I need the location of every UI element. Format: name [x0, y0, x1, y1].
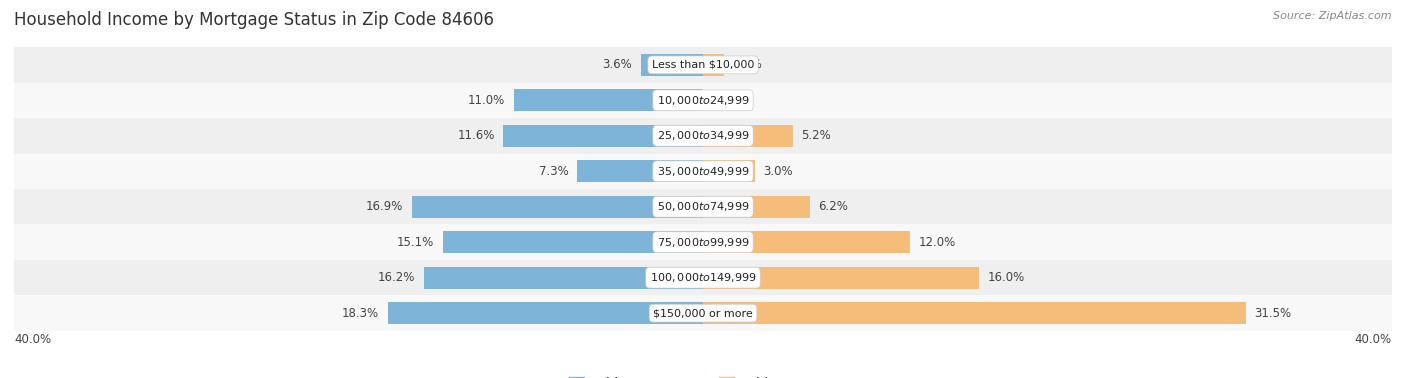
Text: $25,000 to $34,999: $25,000 to $34,999: [657, 129, 749, 142]
Text: $50,000 to $74,999: $50,000 to $74,999: [657, 200, 749, 213]
Text: Less than $10,000: Less than $10,000: [652, 60, 754, 70]
Text: 40.0%: 40.0%: [14, 333, 51, 345]
Text: 1.2%: 1.2%: [733, 58, 762, 71]
Text: 15.1%: 15.1%: [396, 236, 434, 249]
Text: 16.2%: 16.2%: [378, 271, 415, 284]
Bar: [703, 302, 1246, 324]
Bar: [703, 231, 910, 253]
Bar: [425, 266, 703, 289]
Text: 11.6%: 11.6%: [457, 129, 495, 142]
Bar: [578, 160, 703, 182]
Text: $75,000 to $99,999: $75,000 to $99,999: [657, 236, 749, 249]
Bar: [641, 54, 703, 76]
Bar: [412, 196, 703, 218]
Text: Household Income by Mortgage Status in Zip Code 84606: Household Income by Mortgage Status in Z…: [14, 11, 494, 29]
Text: 3.0%: 3.0%: [763, 165, 793, 178]
Bar: [14, 189, 1392, 225]
Bar: [703, 196, 810, 218]
Text: 18.3%: 18.3%: [342, 307, 380, 320]
Bar: [703, 266, 979, 289]
Bar: [703, 54, 724, 76]
Text: 6.2%: 6.2%: [818, 200, 848, 213]
Bar: [703, 160, 755, 182]
Text: 40.0%: 40.0%: [1355, 333, 1392, 345]
Legend: Without Mortgage, With Mortgage: Without Mortgage, With Mortgage: [569, 376, 837, 378]
Bar: [14, 118, 1392, 153]
Text: 11.0%: 11.0%: [468, 94, 505, 107]
Text: 7.3%: 7.3%: [538, 165, 568, 178]
Text: $10,000 to $24,999: $10,000 to $24,999: [657, 94, 749, 107]
Bar: [503, 125, 703, 147]
Text: $35,000 to $49,999: $35,000 to $49,999: [657, 165, 749, 178]
Text: Source: ZipAtlas.com: Source: ZipAtlas.com: [1274, 11, 1392, 21]
Bar: [703, 125, 793, 147]
Bar: [14, 260, 1392, 295]
Text: 3.6%: 3.6%: [603, 58, 633, 71]
Text: 12.0%: 12.0%: [918, 236, 956, 249]
Bar: [14, 225, 1392, 260]
Text: $100,000 to $149,999: $100,000 to $149,999: [650, 271, 756, 284]
Bar: [388, 302, 703, 324]
Bar: [14, 83, 1392, 118]
Text: 5.2%: 5.2%: [801, 129, 831, 142]
Bar: [14, 153, 1392, 189]
Text: $150,000 or more: $150,000 or more: [654, 308, 752, 318]
Text: 0.0%: 0.0%: [711, 94, 741, 107]
Text: 31.5%: 31.5%: [1254, 307, 1291, 320]
Text: 16.0%: 16.0%: [987, 271, 1025, 284]
Text: 16.9%: 16.9%: [366, 200, 404, 213]
Bar: [443, 231, 703, 253]
Bar: [14, 47, 1392, 83]
Bar: [513, 89, 703, 112]
Bar: [14, 295, 1392, 331]
